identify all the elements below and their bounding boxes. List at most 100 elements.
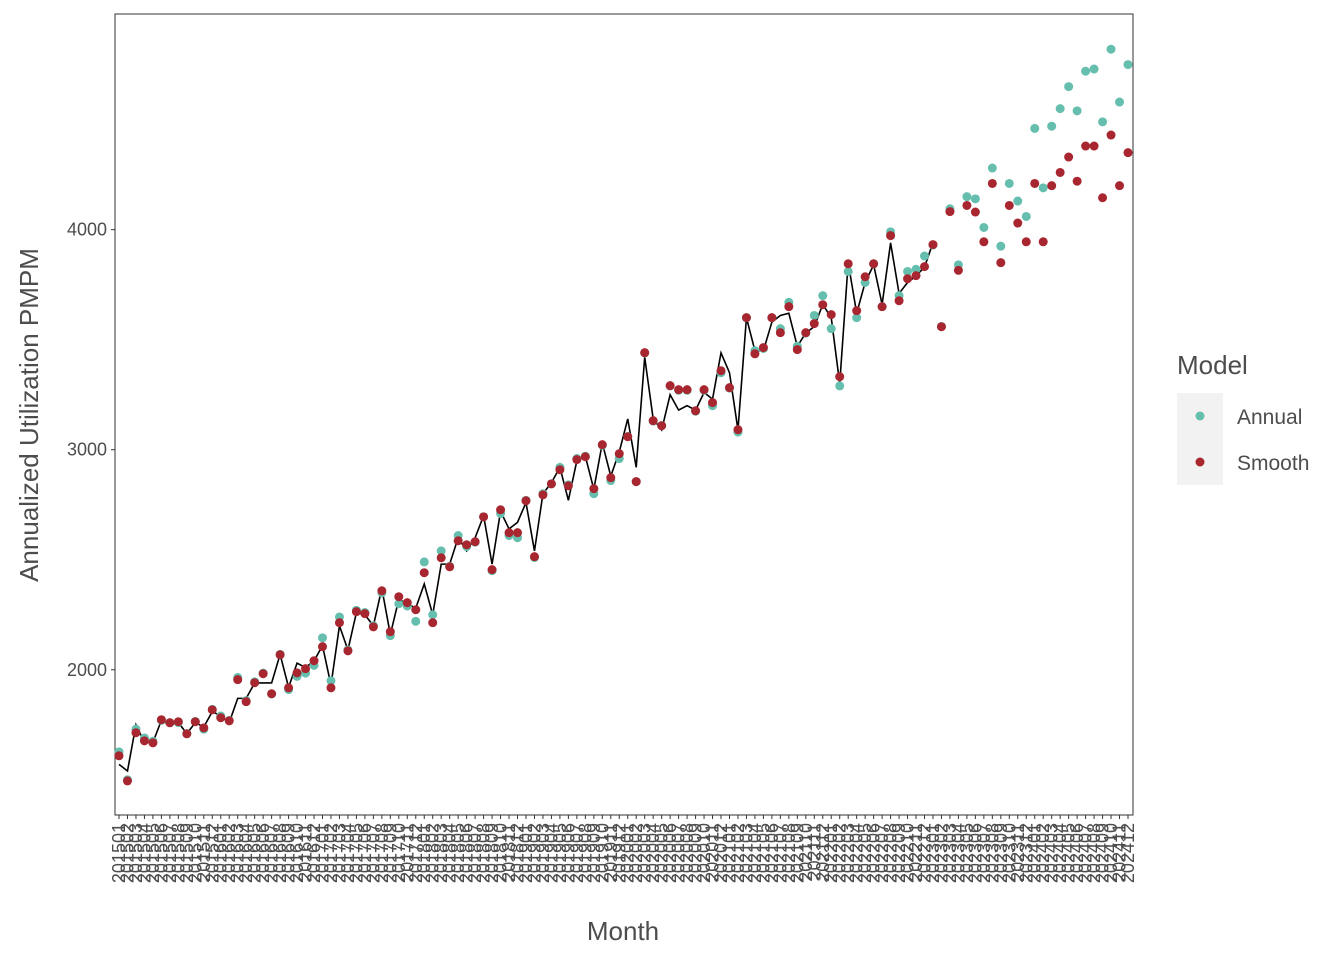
x-tick-label: 201604 bbox=[236, 823, 256, 883]
point bbox=[1030, 178, 1040, 188]
point bbox=[1106, 130, 1116, 140]
x-tick-label: 202305 bbox=[957, 823, 977, 883]
point bbox=[521, 496, 531, 506]
x-tick-label: 201902 bbox=[524, 823, 544, 883]
x-tick-label: 201707 bbox=[363, 823, 383, 883]
point bbox=[894, 296, 904, 306]
x-tick-label: 201709 bbox=[380, 823, 400, 883]
point bbox=[224, 716, 234, 726]
point bbox=[809, 319, 819, 329]
x-tick-label: 202201 bbox=[821, 823, 841, 883]
point bbox=[835, 381, 845, 391]
x-tick-label: 201811 bbox=[499, 823, 519, 882]
point bbox=[504, 528, 514, 538]
x-tick-label: 201801 bbox=[414, 823, 434, 883]
point bbox=[911, 264, 921, 274]
x-tick-label: 202002 bbox=[626, 823, 646, 883]
x-tick-label: 202208 bbox=[881, 823, 901, 883]
point bbox=[936, 322, 946, 332]
point bbox=[122, 776, 132, 786]
x-tick-label: 202004 bbox=[643, 823, 663, 883]
x-tick-label: 202306 bbox=[965, 823, 985, 883]
point bbox=[1089, 141, 1099, 151]
point bbox=[1038, 183, 1048, 193]
x-tick-label: 201603 bbox=[228, 823, 248, 883]
point bbox=[640, 348, 650, 358]
point bbox=[682, 385, 692, 395]
x-tick-label: 201609 bbox=[279, 823, 299, 883]
x-tick-label: 201907 bbox=[567, 823, 587, 883]
point bbox=[309, 656, 319, 666]
point bbox=[470, 537, 480, 547]
x-tick-label: 201803 bbox=[431, 823, 451, 883]
point bbox=[1004, 200, 1014, 210]
x-tick-label: 202104 bbox=[745, 823, 765, 883]
point bbox=[343, 646, 353, 656]
x-tick-label: 201909 bbox=[584, 823, 604, 883]
point bbox=[920, 251, 930, 261]
point bbox=[597, 440, 607, 450]
x-tick-label: 201804 bbox=[440, 823, 460, 883]
x-tick-label: 201507 bbox=[160, 823, 180, 883]
x-tick-label: 201504 bbox=[134, 823, 154, 883]
point bbox=[775, 328, 785, 338]
point bbox=[758, 343, 768, 353]
x-tick-label: 201512 bbox=[202, 823, 222, 883]
x-tick-label: 202210 bbox=[898, 823, 918, 883]
x-tick-label: 202407 bbox=[1076, 823, 1096, 883]
point bbox=[665, 381, 675, 391]
x-tick-label: 202108 bbox=[779, 823, 799, 883]
point bbox=[513, 528, 523, 538]
point bbox=[996, 241, 1006, 251]
point bbox=[394, 599, 404, 609]
x-tick-label: 202303 bbox=[940, 823, 960, 883]
point bbox=[945, 207, 955, 217]
point bbox=[708, 398, 718, 408]
point bbox=[903, 266, 913, 276]
x-tick-label: 202310 bbox=[999, 823, 1019, 883]
x-tick-label: 201809 bbox=[482, 823, 502, 883]
point bbox=[818, 291, 828, 301]
point bbox=[131, 728, 141, 738]
point bbox=[648, 416, 658, 426]
point bbox=[903, 274, 913, 284]
x-tick-label: 201802 bbox=[423, 823, 443, 883]
point bbox=[606, 473, 616, 483]
point bbox=[911, 271, 921, 281]
point bbox=[953, 265, 963, 275]
x-tick-label: 201706 bbox=[355, 823, 375, 883]
point bbox=[292, 668, 302, 678]
point bbox=[979, 237, 989, 247]
point bbox=[1038, 237, 1048, 247]
x-tick-label: 202309 bbox=[991, 823, 1011, 883]
x-tick-label: 201912 bbox=[609, 823, 629, 883]
x-tick-label: 201610 bbox=[287, 823, 307, 883]
y-tick-label: 2000 bbox=[67, 660, 107, 680]
legend-label: Annual bbox=[1237, 406, 1302, 429]
point bbox=[385, 627, 395, 637]
plot-panel bbox=[114, 13, 1134, 816]
x-tick-label: 202212 bbox=[915, 823, 935, 883]
point bbox=[428, 610, 438, 620]
x-tick-label: 201905 bbox=[550, 823, 570, 883]
x-tick-label: 202006 bbox=[660, 823, 680, 883]
point bbox=[233, 675, 243, 685]
x-tick-label: 201605 bbox=[245, 823, 265, 883]
x-tick-label: 202405 bbox=[1059, 823, 1079, 883]
point bbox=[741, 313, 751, 323]
x-tick-label: 201701 bbox=[312, 823, 332, 883]
x-tick-label: 202311 bbox=[1008, 823, 1028, 882]
point bbox=[869, 259, 879, 269]
x-tick-label: 201904 bbox=[541, 823, 561, 883]
point bbox=[716, 366, 726, 376]
x-tick-label: 201808 bbox=[474, 823, 494, 883]
point bbox=[1047, 181, 1057, 191]
point bbox=[1081, 141, 1091, 151]
point bbox=[1072, 106, 1082, 116]
x-tick-label: 202312 bbox=[1016, 823, 1036, 883]
point bbox=[445, 562, 455, 572]
point bbox=[657, 421, 667, 431]
x-tick-label: 201807 bbox=[465, 823, 485, 883]
point bbox=[1064, 152, 1074, 162]
point bbox=[216, 713, 226, 723]
